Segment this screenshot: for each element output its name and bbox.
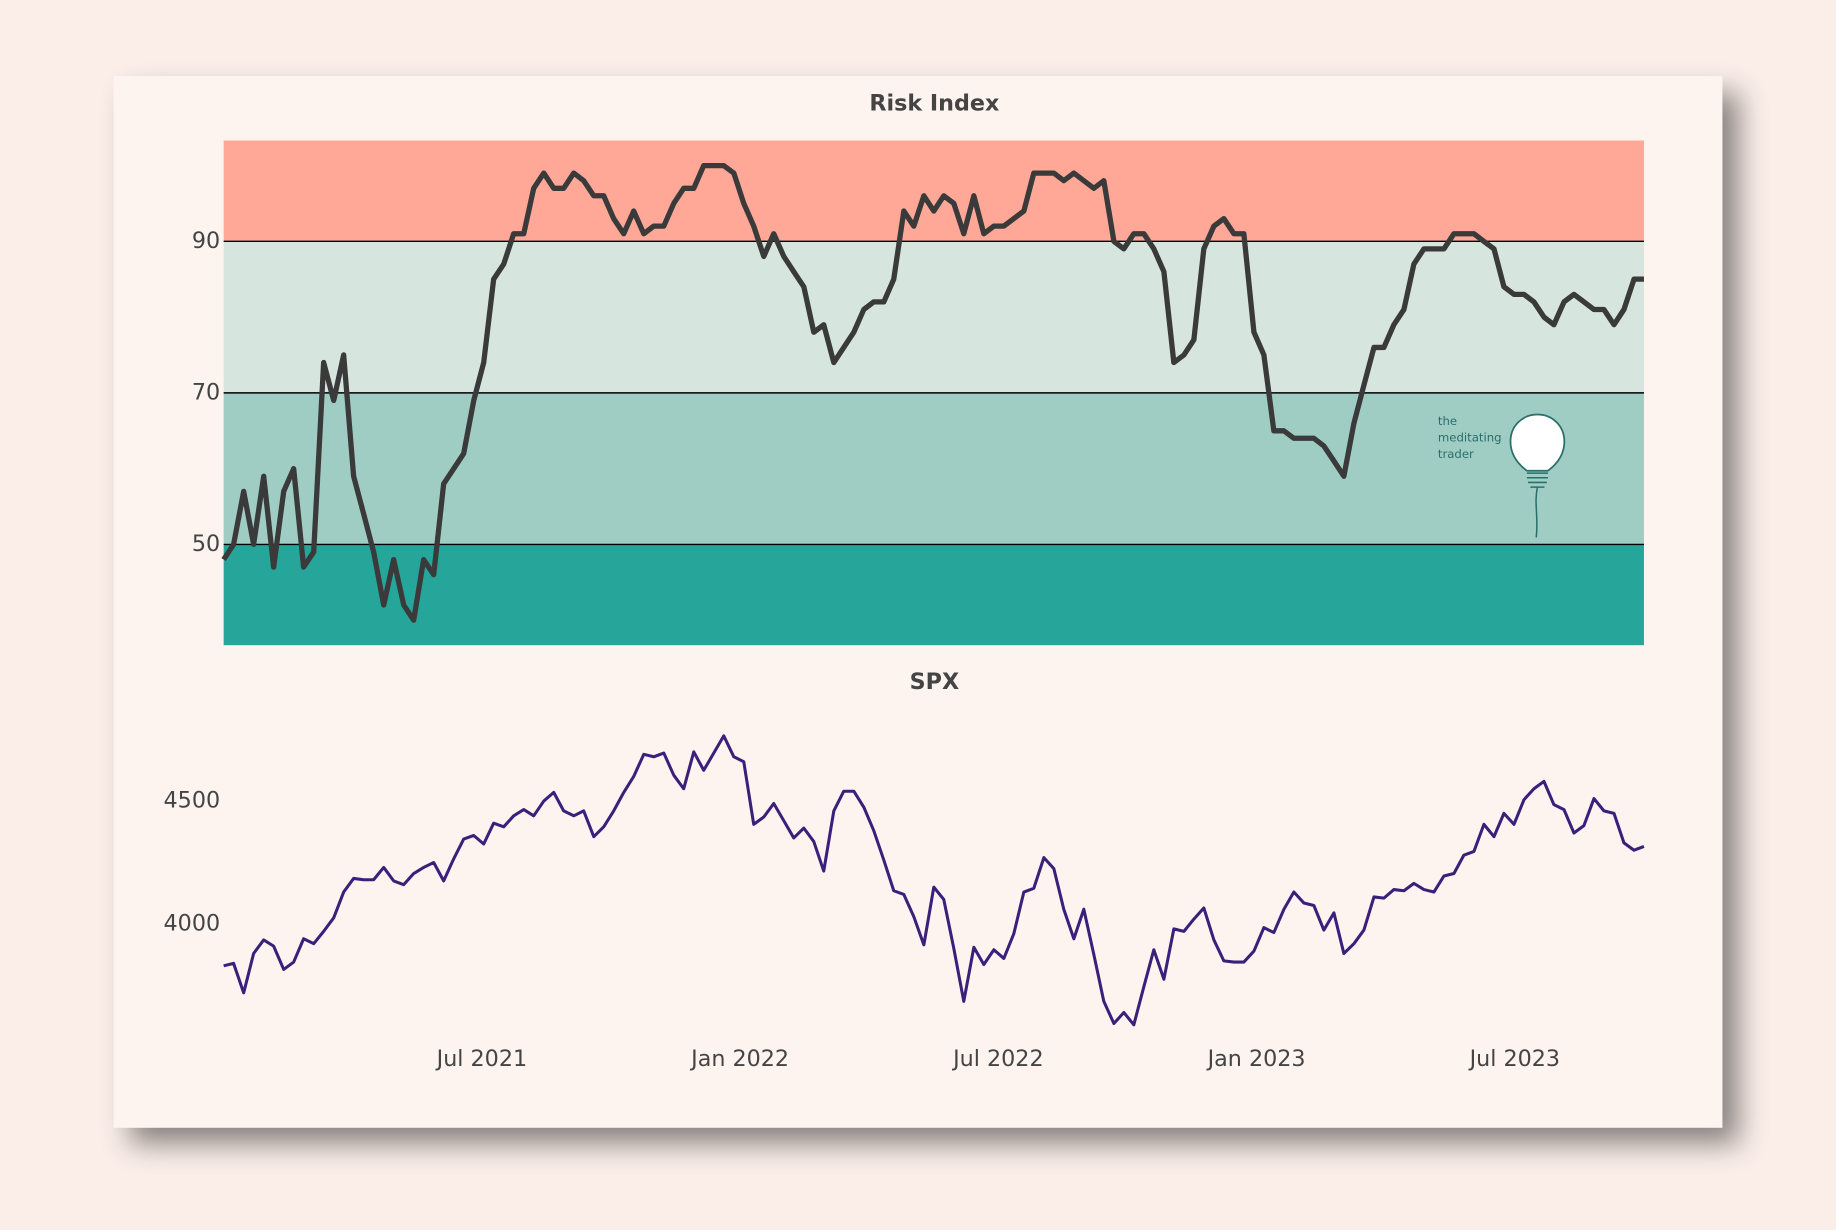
band	[223, 544, 1644, 646]
logo-text: trader	[1438, 447, 1474, 461]
risk-chart: 50 70 90	[192, 140, 1644, 646]
chart-title: Risk Index	[869, 91, 999, 117]
spx-chart: 4000 4500 Jul 2021 Jan 2022 Jul 2022 Jan 2023…	[164, 734, 1645, 1072]
y-tick-label: 4500	[164, 788, 221, 814]
line-series	[221, 162, 1644, 623]
band	[223, 140, 1644, 242]
x-tick-label: Jul 2022	[951, 1046, 1043, 1072]
bulb	[1509, 413, 1566, 472]
line-series	[223, 734, 1645, 1027]
logo-text: the	[1438, 414, 1457, 428]
logo-text: meditating	[1438, 430, 1502, 444]
y-tick-label: 50	[192, 531, 220, 557]
band	[223, 241, 1644, 393]
y-tick-label: 4000	[164, 910, 221, 936]
logo: the meditating trader	[1438, 413, 1566, 538]
x-tick-label: Jul 2023	[1468, 1046, 1560, 1072]
y-tick-label: 90	[192, 228, 220, 254]
y-tick-label: 70	[192, 379, 220, 405]
x-tick-label: Jul 2021	[435, 1046, 527, 1072]
bulb-base	[1526, 472, 1548, 538]
x-tick-label: Jan 2022	[689, 1046, 789, 1072]
chart-title: SPX	[910, 669, 959, 695]
x-tick-label: Jan 2023	[1206, 1046, 1306, 1072]
band	[223, 392, 1644, 545]
